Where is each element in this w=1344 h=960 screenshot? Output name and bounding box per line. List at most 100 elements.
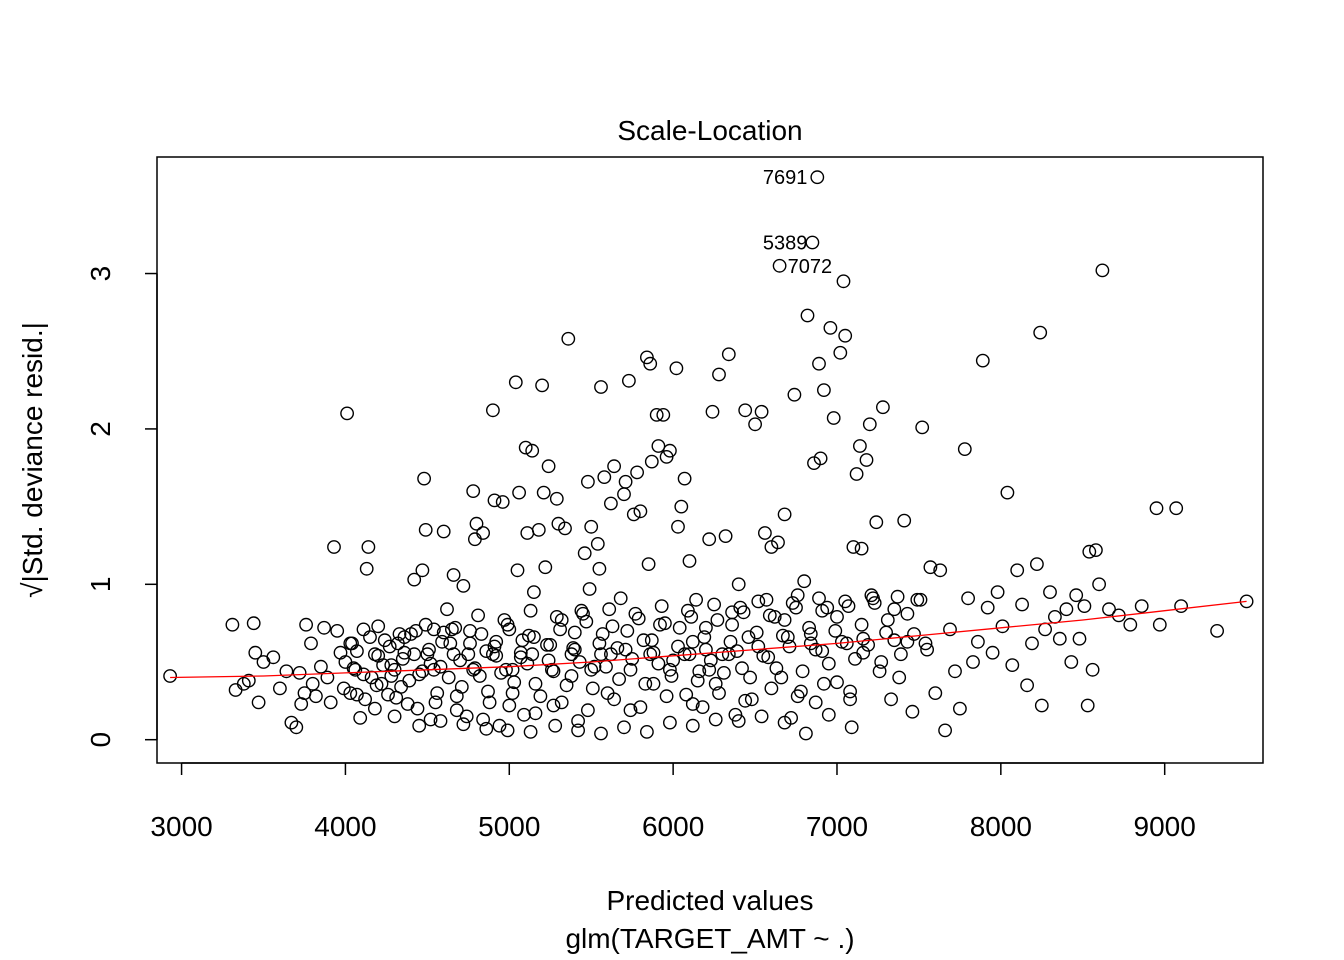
data-point [933,563,948,578]
data-point [741,630,756,644]
data-point [725,617,739,632]
data-point [844,720,859,735]
data-point [640,350,654,365]
data-point [772,258,787,273]
data-point [387,709,402,724]
data-point [802,620,816,635]
data-point [812,591,826,606]
data-point [803,636,818,651]
data-point [541,653,556,668]
data-point [602,602,617,617]
data-point [363,630,377,644]
data-point [356,622,371,637]
data-point [613,591,628,606]
data-point [815,603,830,618]
data-point [515,633,530,648]
data-point [412,667,427,682]
data-point [649,407,664,422]
data-point [463,636,477,651]
data-point [651,439,666,453]
data-point [682,554,697,568]
data-point [392,627,407,641]
data-point [1089,543,1103,557]
data-point [461,647,476,662]
data-point [495,495,510,509]
data-point [523,603,538,618]
data-point [1169,501,1184,516]
data-point [975,353,990,368]
data-point [833,345,848,360]
data-point [731,577,746,592]
data-point [330,624,345,638]
data-point [1085,662,1100,677]
data-point [663,662,677,677]
data-point [471,608,485,623]
data-point [644,454,659,469]
data-point [1010,563,1025,578]
data-point [440,602,454,617]
data-point [948,664,962,679]
data-point [846,540,861,554]
x-tick-label: 4000 [314,811,376,842]
point-annotation: 7072 [788,256,833,278]
data-point [564,669,579,683]
data-point [525,443,540,458]
data-point [799,726,813,741]
data-point [353,711,368,725]
data-point [272,681,287,696]
data-point [407,572,422,587]
data-point [476,526,490,540]
data-point [712,686,726,700]
data-point [774,670,789,685]
data-point [789,600,803,615]
data-point [758,526,772,540]
data-point [487,639,502,654]
data-point [518,440,533,455]
data-point [1069,588,1084,603]
data-point [685,634,700,649]
data-point [531,523,546,537]
data-point [671,519,685,534]
data-point [910,592,925,607]
data-point [340,406,354,421]
data-point [892,670,907,685]
data-point [361,540,376,554]
data-point [289,720,304,735]
data-point [1064,655,1079,669]
data-point [433,714,448,728]
data-point [554,695,569,710]
data-point [446,647,461,662]
data-point [1020,678,1034,693]
data-point [617,720,631,735]
data-point [702,532,717,547]
data-point [797,574,812,589]
data-point [594,726,608,741]
data-point [718,529,733,543]
data-point [633,504,648,519]
y-axis-label: √|Std. deviance resid.| [17,322,48,598]
data-point [459,709,474,724]
data-point [571,714,585,728]
data-point [1077,599,1092,613]
data-point [584,519,599,534]
data-point [228,683,243,697]
data-point [540,638,554,652]
data-point [1080,698,1095,713]
data-point [456,579,471,593]
data-point [1092,577,1107,592]
data-point [803,627,818,641]
data-point [828,624,843,638]
data-point [313,659,328,674]
data-point [367,701,382,716]
data-point [497,613,512,627]
data-point [585,681,600,696]
data-point [251,695,266,710]
data-point [633,700,648,714]
data-point [707,597,721,612]
data-point [466,484,481,498]
data-point [677,471,692,486]
data-point [702,662,717,677]
data-point [738,403,753,418]
x-tick-label: 5000 [478,811,540,842]
data-point [623,703,638,718]
